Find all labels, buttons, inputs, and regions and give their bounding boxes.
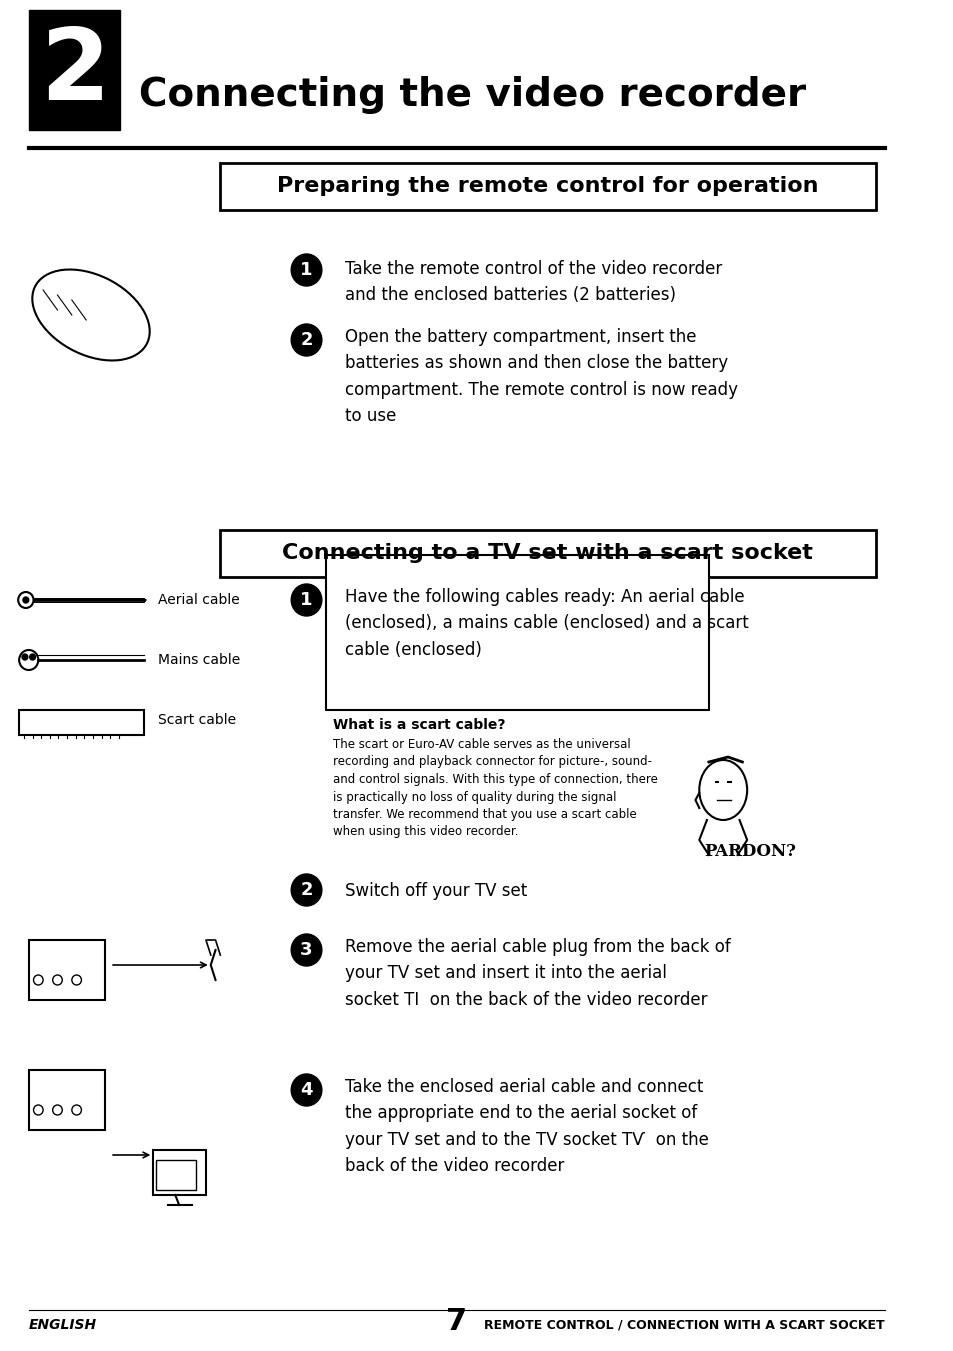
Circle shape	[23, 597, 29, 603]
Circle shape	[291, 254, 321, 286]
Text: The scart or Euro-AV cable serves as the universal
recording and playback connec: The scart or Euro-AV cable serves as the…	[333, 738, 658, 839]
Circle shape	[52, 975, 62, 985]
Circle shape	[71, 975, 81, 985]
Text: 2: 2	[300, 881, 313, 898]
Bar	[153, 1150, 206, 1196]
Text: PARDON?: PARDON?	[703, 843, 795, 861]
Bar	[29, 940, 105, 1000]
Text: Mains cable: Mains cable	[158, 653, 240, 667]
Circle shape	[52, 1105, 62, 1115]
Text: Connecting the video recorder: Connecting the video recorder	[139, 76, 805, 113]
Bar	[29, 1070, 105, 1129]
Text: Take the remote control of the video recorder
and the enclosed batteries (2 batt: Take the remote control of the video rec…	[344, 259, 721, 304]
Bar	[29, 9, 120, 130]
Circle shape	[22, 654, 28, 661]
Text: Take the enclosed aerial cable and connect
the appropriate end to the aerial soc: Take the enclosed aerial cable and conne…	[344, 1078, 708, 1175]
Text: Aerial cable: Aerial cable	[158, 593, 239, 607]
Circle shape	[291, 874, 321, 907]
Text: Switch off your TV set: Switch off your TV set	[344, 882, 527, 900]
Bar	[19, 711, 144, 735]
Text: Open the battery compartment, insert the
batteries as shown and then close the b: Open the battery compartment, insert the…	[344, 328, 737, 426]
Circle shape	[19, 650, 38, 670]
FancyBboxPatch shape	[220, 530, 876, 577]
Text: Preparing the remote control for operation: Preparing the remote control for operati…	[277, 176, 818, 196]
FancyBboxPatch shape	[220, 163, 876, 209]
FancyBboxPatch shape	[325, 555, 708, 711]
Circle shape	[30, 654, 35, 661]
Text: 1: 1	[300, 261, 313, 280]
Ellipse shape	[32, 269, 150, 361]
Text: 3: 3	[300, 942, 313, 959]
Ellipse shape	[699, 761, 746, 820]
Text: 1: 1	[300, 590, 313, 609]
Circle shape	[291, 934, 321, 966]
Text: What is a scart cable?: What is a scart cable?	[333, 717, 505, 732]
Text: 2: 2	[300, 331, 313, 349]
Text: Connecting to a TV set with a scart socket: Connecting to a TV set with a scart sock…	[282, 543, 813, 563]
Text: REMOTE CONTROL / CONNECTION WITH A SCART SOCKET: REMOTE CONTROL / CONNECTION WITH A SCART…	[484, 1319, 884, 1332]
Circle shape	[71, 1105, 81, 1115]
Text: Scart cable: Scart cable	[158, 713, 236, 727]
Text: 7: 7	[446, 1308, 467, 1336]
Text: Remove the aerial cable plug from the back of
your TV set and insert it into the: Remove the aerial cable plug from the ba…	[344, 938, 730, 1009]
Circle shape	[291, 324, 321, 357]
Text: 4: 4	[300, 1081, 313, 1098]
Circle shape	[291, 1074, 321, 1106]
Circle shape	[33, 1105, 43, 1115]
Circle shape	[18, 592, 33, 608]
Circle shape	[291, 584, 321, 616]
Text: 2: 2	[40, 23, 110, 120]
Text: Have the following cables ready: An aerial cable
(enclosed), a mains cable (encl: Have the following cables ready: An aeri…	[344, 588, 748, 659]
Circle shape	[33, 975, 43, 985]
Text: ENGLISH: ENGLISH	[29, 1319, 97, 1332]
Bar	[156, 1161, 196, 1190]
